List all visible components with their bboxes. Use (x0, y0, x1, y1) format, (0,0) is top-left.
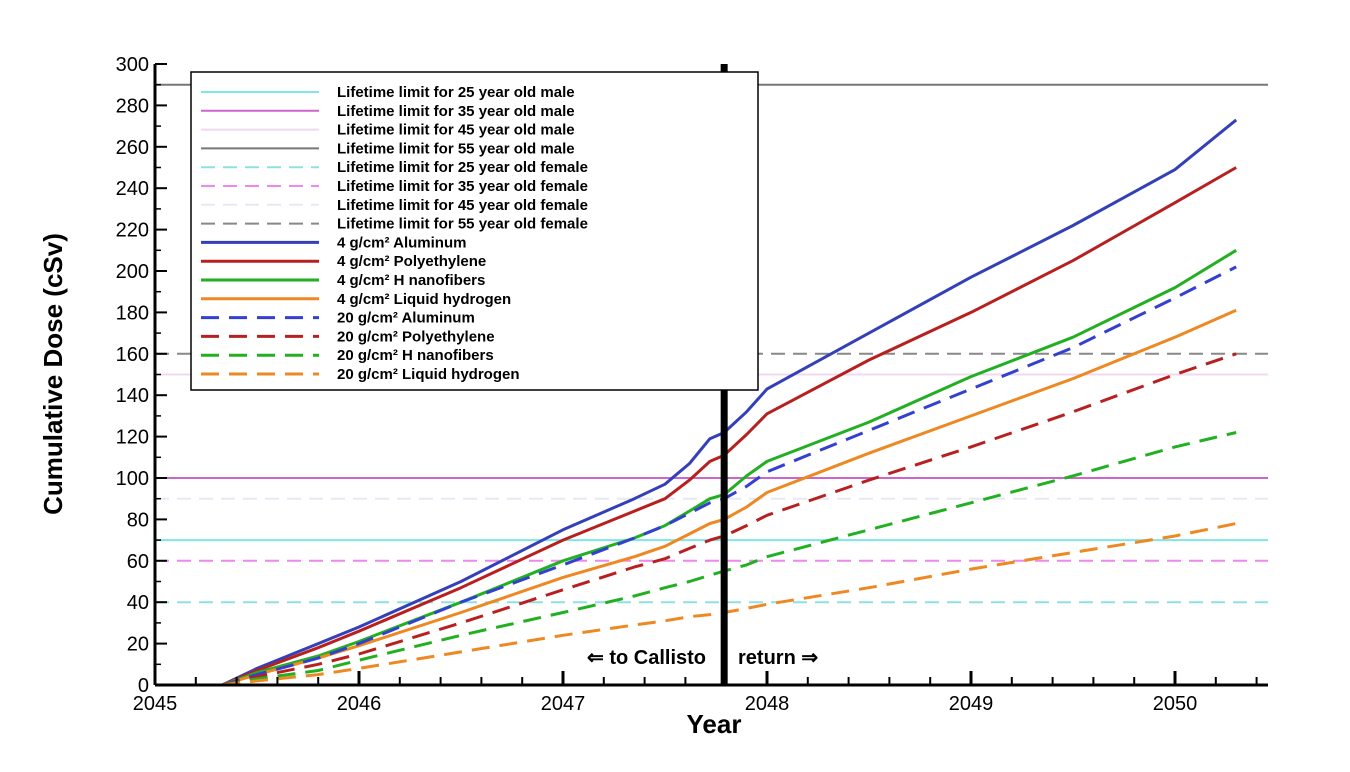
legend-label: 4 g/cm² Aluminum (337, 234, 466, 251)
x-tick-label: 2048 (745, 693, 790, 715)
legend: Lifetime limit for 25 year old male Lifet… (190, 71, 759, 391)
series-line-3 (221, 308, 1237, 687)
x-tick-label: 2047 (541, 693, 586, 715)
legend-label: Lifetime limit for 45 year old male (337, 122, 575, 139)
legend-label: Lifetime limit for 25 year old male (337, 84, 575, 101)
y-tick-label: 20 (127, 634, 149, 656)
series-line-4 (221, 265, 1237, 687)
series-line-7 (222, 522, 1237, 687)
legend-label: 4 g/cm² H nanofibers (337, 272, 485, 289)
y-tick-label: 280 (116, 95, 149, 117)
y-tick-label: 180 (116, 302, 149, 324)
series-line-2 (221, 249, 1237, 687)
y-axis-title: Cumulative Dose (cSv) (38, 233, 68, 515)
series-line-0 (221, 118, 1238, 687)
legend-label: Lifetime limit for 25 year old female (337, 159, 588, 176)
outbound-annotation: ⇐ to Callisto (587, 647, 706, 669)
annotations: ⇐ to Callisto return ⇒ (587, 647, 818, 669)
y-tick-label: 300 (116, 54, 149, 76)
x-axis-title: Year (687, 709, 742, 739)
series-lines (221, 118, 1238, 687)
legend-label: Lifetime limit for 35 year old female (337, 178, 588, 195)
series-line-6 (222, 431, 1237, 687)
return-annotation: return ⇒ (738, 647, 818, 669)
legend-label: Lifetime limit for 35 year old male (337, 103, 575, 120)
y-tick-label: 260 (116, 137, 149, 159)
legend-label: 4 g/cm² Polyethylene (337, 253, 486, 270)
y-tick-label: 140 (116, 385, 149, 407)
y-tick-label: 240 (116, 178, 149, 200)
y-tick-label: 120 (116, 427, 149, 449)
series-line-1 (221, 166, 1237, 687)
legend-label: 4 g/cm² Liquid hydrogen (337, 291, 511, 308)
x-tick-label: 2049 (949, 693, 994, 715)
y-tick-label: 80 (127, 509, 149, 531)
legend-label: Lifetime limit for 55 year old female (337, 216, 588, 233)
y-tick-label: 60 (127, 551, 149, 573)
legend-label: 20 g/cm² Polyethylene (337, 328, 495, 345)
x-tick-label: 2045 (133, 693, 178, 715)
y-tick-label: 200 (116, 261, 149, 283)
legend-label: 20 g/cm² H nanofibers (337, 347, 494, 364)
legend-label: 20 g/cm² Aluminum (337, 310, 475, 327)
legend-label: 20 g/cm² Liquid hydrogen (337, 366, 520, 383)
axes: 0 20 40 60 80 100 120 140 160 180 200 220 240 260 280 3… (116, 54, 1268, 715)
legend-label: Lifetime limit for 55 year old male (337, 140, 575, 157)
y-tick-label: 160 (116, 344, 149, 366)
y-tick-label: 220 (116, 220, 149, 242)
y-tick-label: 40 (127, 592, 149, 614)
x-tick-label: 2046 (337, 693, 382, 715)
legend-label: Lifetime limit for 45 year old female (337, 197, 588, 214)
x-tick-label: 2050 (1153, 693, 1198, 715)
y-tick-label: 100 (116, 468, 149, 490)
y-tick-label: 0 (138, 675, 149, 697)
